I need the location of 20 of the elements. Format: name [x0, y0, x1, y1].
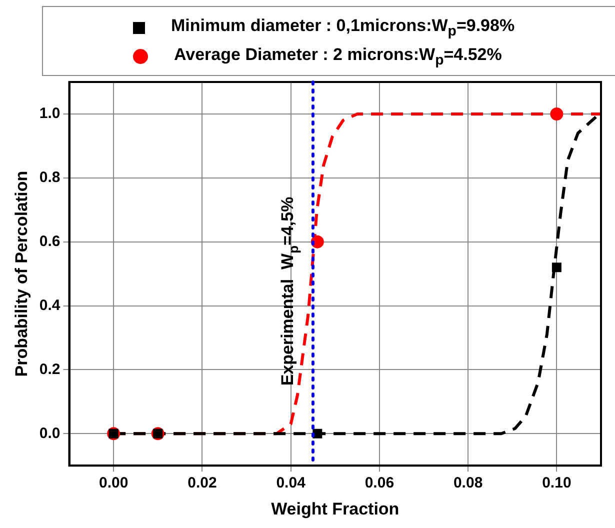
x-tick-label: 0.08 [453, 474, 483, 492]
x-tick-label: 0.10 [542, 474, 572, 492]
x-tick-label: 0.06 [364, 474, 394, 492]
ref-line-label: Experimental Wp=4,5% [278, 196, 301, 386]
legend-label: Average Diameter : 2 microns:W$_{p}$=4.52% [174, 44, 502, 68]
x-axis-title: Weight Fraction [271, 499, 400, 518]
y-tick-label: 0.0 [39, 424, 60, 442]
y-axis-title: Probability of Percolation [12, 170, 31, 377]
x-tick-label: 0.00 [98, 474, 128, 492]
point [552, 262, 562, 272]
point [312, 428, 322, 438]
legend-label: Minimum diameter : 0,1microns:W$_{p}$=9.98% [171, 16, 515, 40]
y-tick-label: 0.6 [39, 232, 60, 250]
point [550, 107, 564, 120]
y-tick-label: 1.0 [39, 105, 60, 122]
y-tick-label: 0.2 [39, 360, 60, 378]
x-tick-label: 0.04 [276, 474, 306, 492]
x-tick-label: 0.02 [188, 474, 217, 492]
y-tick-label: 0.4 [39, 296, 61, 314]
y-tick-label: 0.8 [39, 169, 60, 186]
